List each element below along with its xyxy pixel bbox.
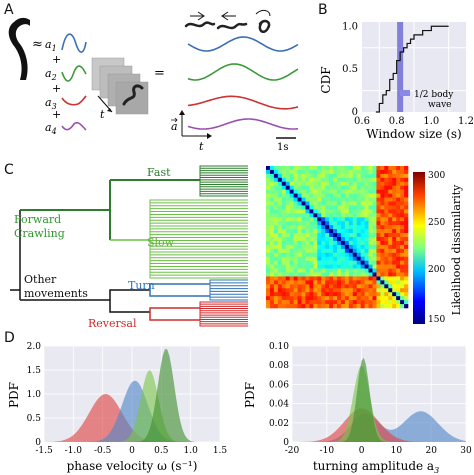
cluster-label-fast: Fast <box>147 166 171 179</box>
phase-velocity-x-tick: -1.0 <box>65 446 83 456</box>
panel-letter-b: B <box>318 2 328 18</box>
panel-letter-a: A <box>4 2 14 18</box>
behavior-icons <box>184 9 271 33</box>
half-body-wave-marker <box>397 22 404 112</box>
cdf-x-label: Window size (s) <box>366 127 461 141</box>
phase-velocity-y-tick: 0 <box>35 438 41 448</box>
dissimilarity-matrix <box>266 166 409 309</box>
turning-amplitude-y-tick: 0.04 <box>269 400 289 410</box>
panel-d-right: -20 -10 0 10 20 30 0 0.02 0.04 0.06 0.08 0.10 PDF t… <box>243 342 472 475</box>
colorbar-tick-250: 250 <box>428 218 445 228</box>
phase-velocity-dist-turn <box>44 380 220 442</box>
phase-velocity-y-tick: 1.5 <box>27 366 42 376</box>
cluster-label-crawling: Crawling <box>14 227 65 240</box>
cdf-x-tick: 1.2 <box>458 116 474 127</box>
phase-velocity-x-tick: 1.5 <box>213 446 228 456</box>
frame-stack <box>91 57 149 115</box>
plus-sign-2: + <box>52 82 61 95</box>
equals-sign: = <box>154 66 165 81</box>
mode-series-4 <box>187 118 299 130</box>
panel-letter-c: C <box>4 162 14 178</box>
mode-series-1 <box>187 36 299 52</box>
legend-text-2: wave <box>428 100 451 110</box>
turning-amplitude-y-tick: 0.08 <box>269 361 289 371</box>
mode-label-3: a3 <box>45 96 57 111</box>
cdf-y-tick: 0 <box>352 107 358 118</box>
phase-velocity-x-tick: 0 <box>129 446 135 456</box>
mode-shape-2 <box>61 65 87 82</box>
turning-amplitude-y-tick: 0.06 <box>269 380 289 390</box>
panel-d-left: -1.5 -1.0 -0.5 0 0.5 1.0 1.500.51.01.52.0 PDF … <box>7 342 227 473</box>
phase-velocity-y-tick: 2.0 <box>27 342 42 352</box>
mode-series-3 <box>187 95 299 110</box>
legend-swatch <box>400 90 410 96</box>
approx-sign: ≈ <box>32 37 43 52</box>
mode-shape-4 <box>61 121 87 131</box>
mode-shape-3 <box>61 95 87 106</box>
panel-letter-d: D <box>4 330 15 346</box>
phase-velocity-x-tick: 1.0 <box>184 446 199 456</box>
mode-label-4: a4 <box>45 121 57 136</box>
phase-velocity-x-tick: 0.5 <box>154 446 169 456</box>
dendrogram <box>10 179 210 321</box>
phase-velocity-y-tick: 0.5 <box>27 414 42 424</box>
turning-amplitude-x-tick: -20 <box>285 446 300 456</box>
colorbar <box>413 172 425 324</box>
phase-velocity-x-label: phase velocity ω (s⁻¹) <box>67 459 198 473</box>
turning-amplitude-y-label: PDF <box>243 382 257 408</box>
turning-amplitude-x-tick: -10 <box>320 446 335 456</box>
turning-amplitude-x-tick: 10 <box>391 446 403 456</box>
time-label-stack: t <box>100 108 105 121</box>
phase-velocity-y-label: PDF <box>7 382 21 408</box>
cluster-label-slow: Slow <box>147 236 175 249</box>
turning-amplitude-y-tick: 0.02 <box>269 419 289 429</box>
turning-amplitude-x-tick: 30 <box>460 446 472 456</box>
panel-b: 0.6 0.8 1.0 1.200.51.0 CDF Window size (s) … <box>319 21 474 141</box>
cdf-x-tick: 0.6 <box>354 116 370 127</box>
legend-text-1: 1/2 body <box>414 90 454 100</box>
turning-amplitude-x-tick: 20 <box>425 446 437 456</box>
cluster-label-forward: Forward <box>14 213 61 226</box>
mode-time-series <box>187 36 299 130</box>
cdf-x-tick: 0.8 <box>389 116 405 127</box>
dendrogram-leaves <box>149 165 248 327</box>
colorbar-tick-150: 150 <box>428 315 445 325</box>
mode-label-2: a2 <box>45 67 57 82</box>
worm-icon <box>8 17 31 80</box>
mode-series-2 <box>187 63 299 81</box>
cdf-x-tick: 1.0 <box>423 116 439 127</box>
turning-amplitude-x-tick: 0 <box>359 446 365 456</box>
plus-sign-3: + <box>52 108 61 121</box>
cluster-label-turn: Turn <box>128 279 155 292</box>
cdf-y-tick: 0.5 <box>342 64 358 75</box>
colorbar-label: Likelihood dissimilarity <box>450 184 463 315</box>
phase-velocity-dist-reversal <box>44 394 220 442</box>
panel-a: ≈ a1 a2 a3 a4 + + + t = <box>8 9 299 153</box>
turning-amplitude-y-tick: 0.10 <box>269 342 289 352</box>
scale-bar-label: 1s <box>277 142 289 153</box>
turning-amplitude-x-label: turning amplitude a3 <box>313 459 439 475</box>
cdf-y-tick: 1.0 <box>342 21 358 32</box>
vector-label: a <box>171 120 178 133</box>
turning-amplitude-y-tick: 0 <box>283 438 289 448</box>
phase-velocity-y-tick: 1.0 <box>27 390 42 400</box>
mode-shape-1 <box>61 33 87 53</box>
phase-velocity-x-tick: -1.5 <box>35 446 53 456</box>
cluster-label-movements: movements <box>24 287 88 300</box>
panel-c: Fast Forward Crawling Slow Other movemen… <box>10 165 463 330</box>
mode-label-1: a1 <box>45 38 57 53</box>
cluster-label-other: Other <box>24 273 57 286</box>
phase-velocity-x-tick: -0.5 <box>94 446 112 456</box>
cdf-y-label: CDF <box>319 66 333 93</box>
cluster-label-reversal: Reversal <box>88 317 137 330</box>
time-label-series: t <box>199 140 204 153</box>
colorbar-tick-200: 200 <box>428 265 445 275</box>
cdf-line <box>375 25 449 113</box>
turning-amplitude-dist-reversal <box>292 408 466 442</box>
colorbar-tick-300: 300 <box>428 171 445 181</box>
phase-velocity-dist-fast <box>44 349 220 442</box>
plus-sign-1: + <box>52 53 61 66</box>
